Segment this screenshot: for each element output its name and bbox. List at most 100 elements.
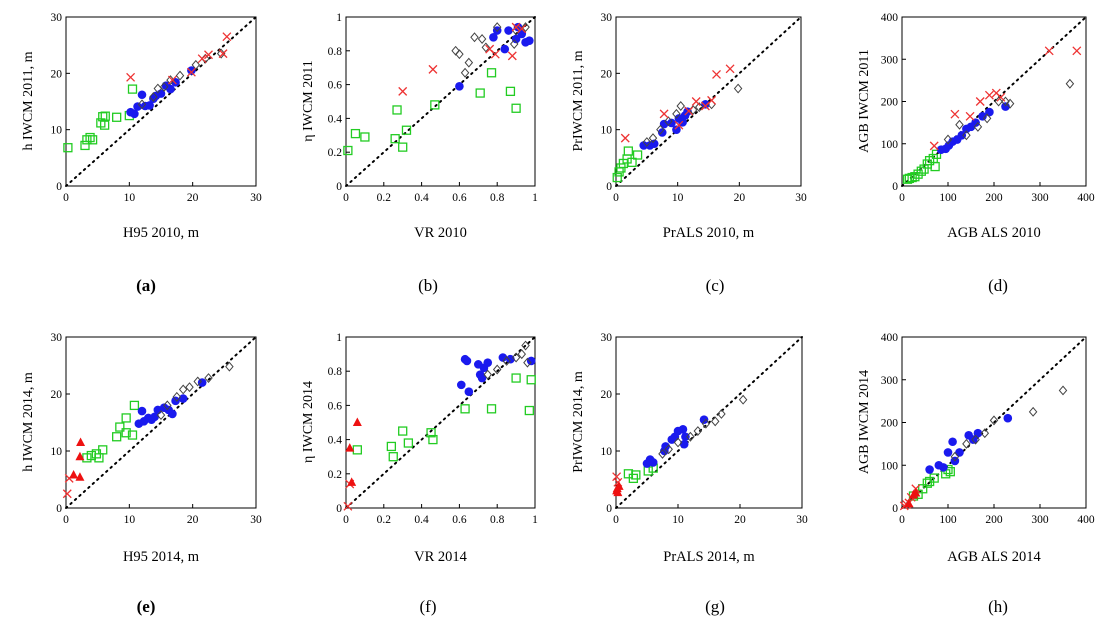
- x-tick-label: 20: [734, 192, 746, 204]
- x-tick-label: 0.8: [490, 192, 505, 204]
- data-point-dot: [672, 125, 681, 134]
- scatter-panel-5: 0 10 20 30 0 10 20 30: [51, 332, 263, 526]
- data-point-dot: [657, 128, 667, 137]
- scatter-panel-3: 0 10 20 30 0 10 20 30: [601, 12, 808, 204]
- data-point-diamond: [962, 438, 971, 449]
- data-point-square: [913, 169, 923, 179]
- y-tick-label: 400: [881, 12, 899, 24]
- data-point-dot: [513, 22, 523, 32]
- data-point-cross: [222, 32, 232, 42]
- panel-caption: (c): [705, 276, 725, 295]
- x-tick-label: 10: [124, 514, 136, 526]
- data-point-dot: [130, 109, 139, 119]
- data-point-dot: [455, 81, 464, 91]
- panel-caption: (b): [418, 276, 438, 295]
- data-point-dot: [955, 448, 964, 457]
- x-tick-label: 20: [734, 514, 746, 526]
- data-point-square: [426, 428, 436, 438]
- data-point-square: [919, 164, 929, 174]
- data-point-dot: [137, 406, 147, 416]
- data-point-diamond: [656, 124, 665, 135]
- y-tick-label: 20: [601, 389, 613, 401]
- data-point-cross: [725, 64, 735, 74]
- y-tick-label: 0: [56, 181, 62, 193]
- data-point-dot: [525, 36, 534, 45]
- data-point-square: [390, 134, 400, 144]
- data-point-diamond: [193, 376, 202, 387]
- data-point-diamond: [521, 340, 530, 351]
- data-point-triangle: [347, 477, 357, 486]
- data-point-cross: [975, 97, 985, 106]
- data-point-cross: [659, 109, 669, 119]
- x-tick-label: 30: [796, 514, 808, 526]
- data-point-dot: [145, 101, 154, 110]
- data-point-diamond: [470, 32, 479, 43]
- data-point-diamond: [137, 99, 147, 110]
- y-axis-label: PrIWCM 2014, m: [571, 370, 586, 473]
- plot-frame: [615, 16, 802, 187]
- x-tick-label: 200: [985, 192, 1003, 204]
- y-axis-label: AGB IWCM 2014: [857, 369, 872, 474]
- x-tick-label: 10: [672, 514, 684, 526]
- data-point-triangle: [76, 437, 86, 446]
- data-point-cross: [218, 49, 228, 59]
- data-point-square: [910, 172, 920, 182]
- y-tick-label: 200: [881, 418, 899, 430]
- data-point-square: [112, 432, 122, 442]
- data-point-square: [82, 135, 92, 145]
- data-point-diamond: [483, 369, 493, 380]
- data-point-square: [612, 172, 622, 183]
- data-point-cross: [490, 49, 500, 59]
- data-point-diamond: [185, 382, 194, 393]
- data-point-dot: [456, 380, 466, 390]
- x-tick-label: 0: [899, 514, 905, 526]
- panel-caption: (f): [419, 597, 437, 616]
- data-point-square: [121, 413, 131, 423]
- data-point-square: [511, 373, 521, 383]
- y-axis-label: η IWCM 2011: [301, 59, 316, 142]
- data-point-square: [428, 434, 438, 445]
- data-point-square: [922, 478, 932, 488]
- y-tick-label: 10: [51, 125, 63, 137]
- data-point-diamond: [733, 83, 743, 94]
- data-point-square: [511, 103, 521, 113]
- data-point-square: [916, 166, 926, 176]
- data-point-square: [931, 149, 942, 159]
- data-point-square: [643, 466, 653, 476]
- data-point-dot: [166, 84, 175, 94]
- x-tick-label: 0.2: [377, 192, 392, 204]
- data-point-dot: [701, 100, 710, 109]
- data-point-triangle: [612, 483, 622, 493]
- data-point-cross: [1072, 46, 1082, 56]
- data-point-square: [129, 400, 140, 411]
- data-point-diamond: [481, 42, 491, 53]
- data-point-cross: [929, 141, 939, 151]
- data-point-dot: [925, 465, 934, 474]
- data-point-triangle: [75, 451, 85, 461]
- data-point-diamond: [175, 70, 185, 81]
- panel-caption: (h): [988, 597, 1008, 616]
- data-point-diamond: [955, 119, 964, 130]
- data-point-diamond: [178, 384, 188, 395]
- y-tick-label: 0: [892, 181, 898, 193]
- x-tick-label: 20: [187, 514, 199, 526]
- data-point-cross: [707, 95, 717, 105]
- data-point-dot: [500, 44, 510, 54]
- data-point-dot: [168, 409, 177, 419]
- x-tick-label: 300: [1031, 192, 1049, 204]
- x-tick-label: 0.4: [414, 514, 429, 526]
- data-point-diamond: [159, 81, 169, 92]
- data-point-diamond: [694, 102, 704, 113]
- data-point-dot: [187, 66, 196, 75]
- y-tick-label: 0.4: [328, 113, 343, 125]
- identity-line: [65, 336, 257, 509]
- data-point-dot: [133, 102, 142, 111]
- data-point-cross: [126, 72, 136, 82]
- y-tick-label: 0: [606, 181, 612, 193]
- data-point-diamond: [693, 426, 703, 437]
- data-point-dot: [178, 394, 188, 403]
- data-point-diamond: [464, 57, 474, 68]
- data-point-square: [631, 470, 641, 480]
- data-point-cross: [984, 90, 994, 100]
- data-point-diamond: [710, 416, 720, 427]
